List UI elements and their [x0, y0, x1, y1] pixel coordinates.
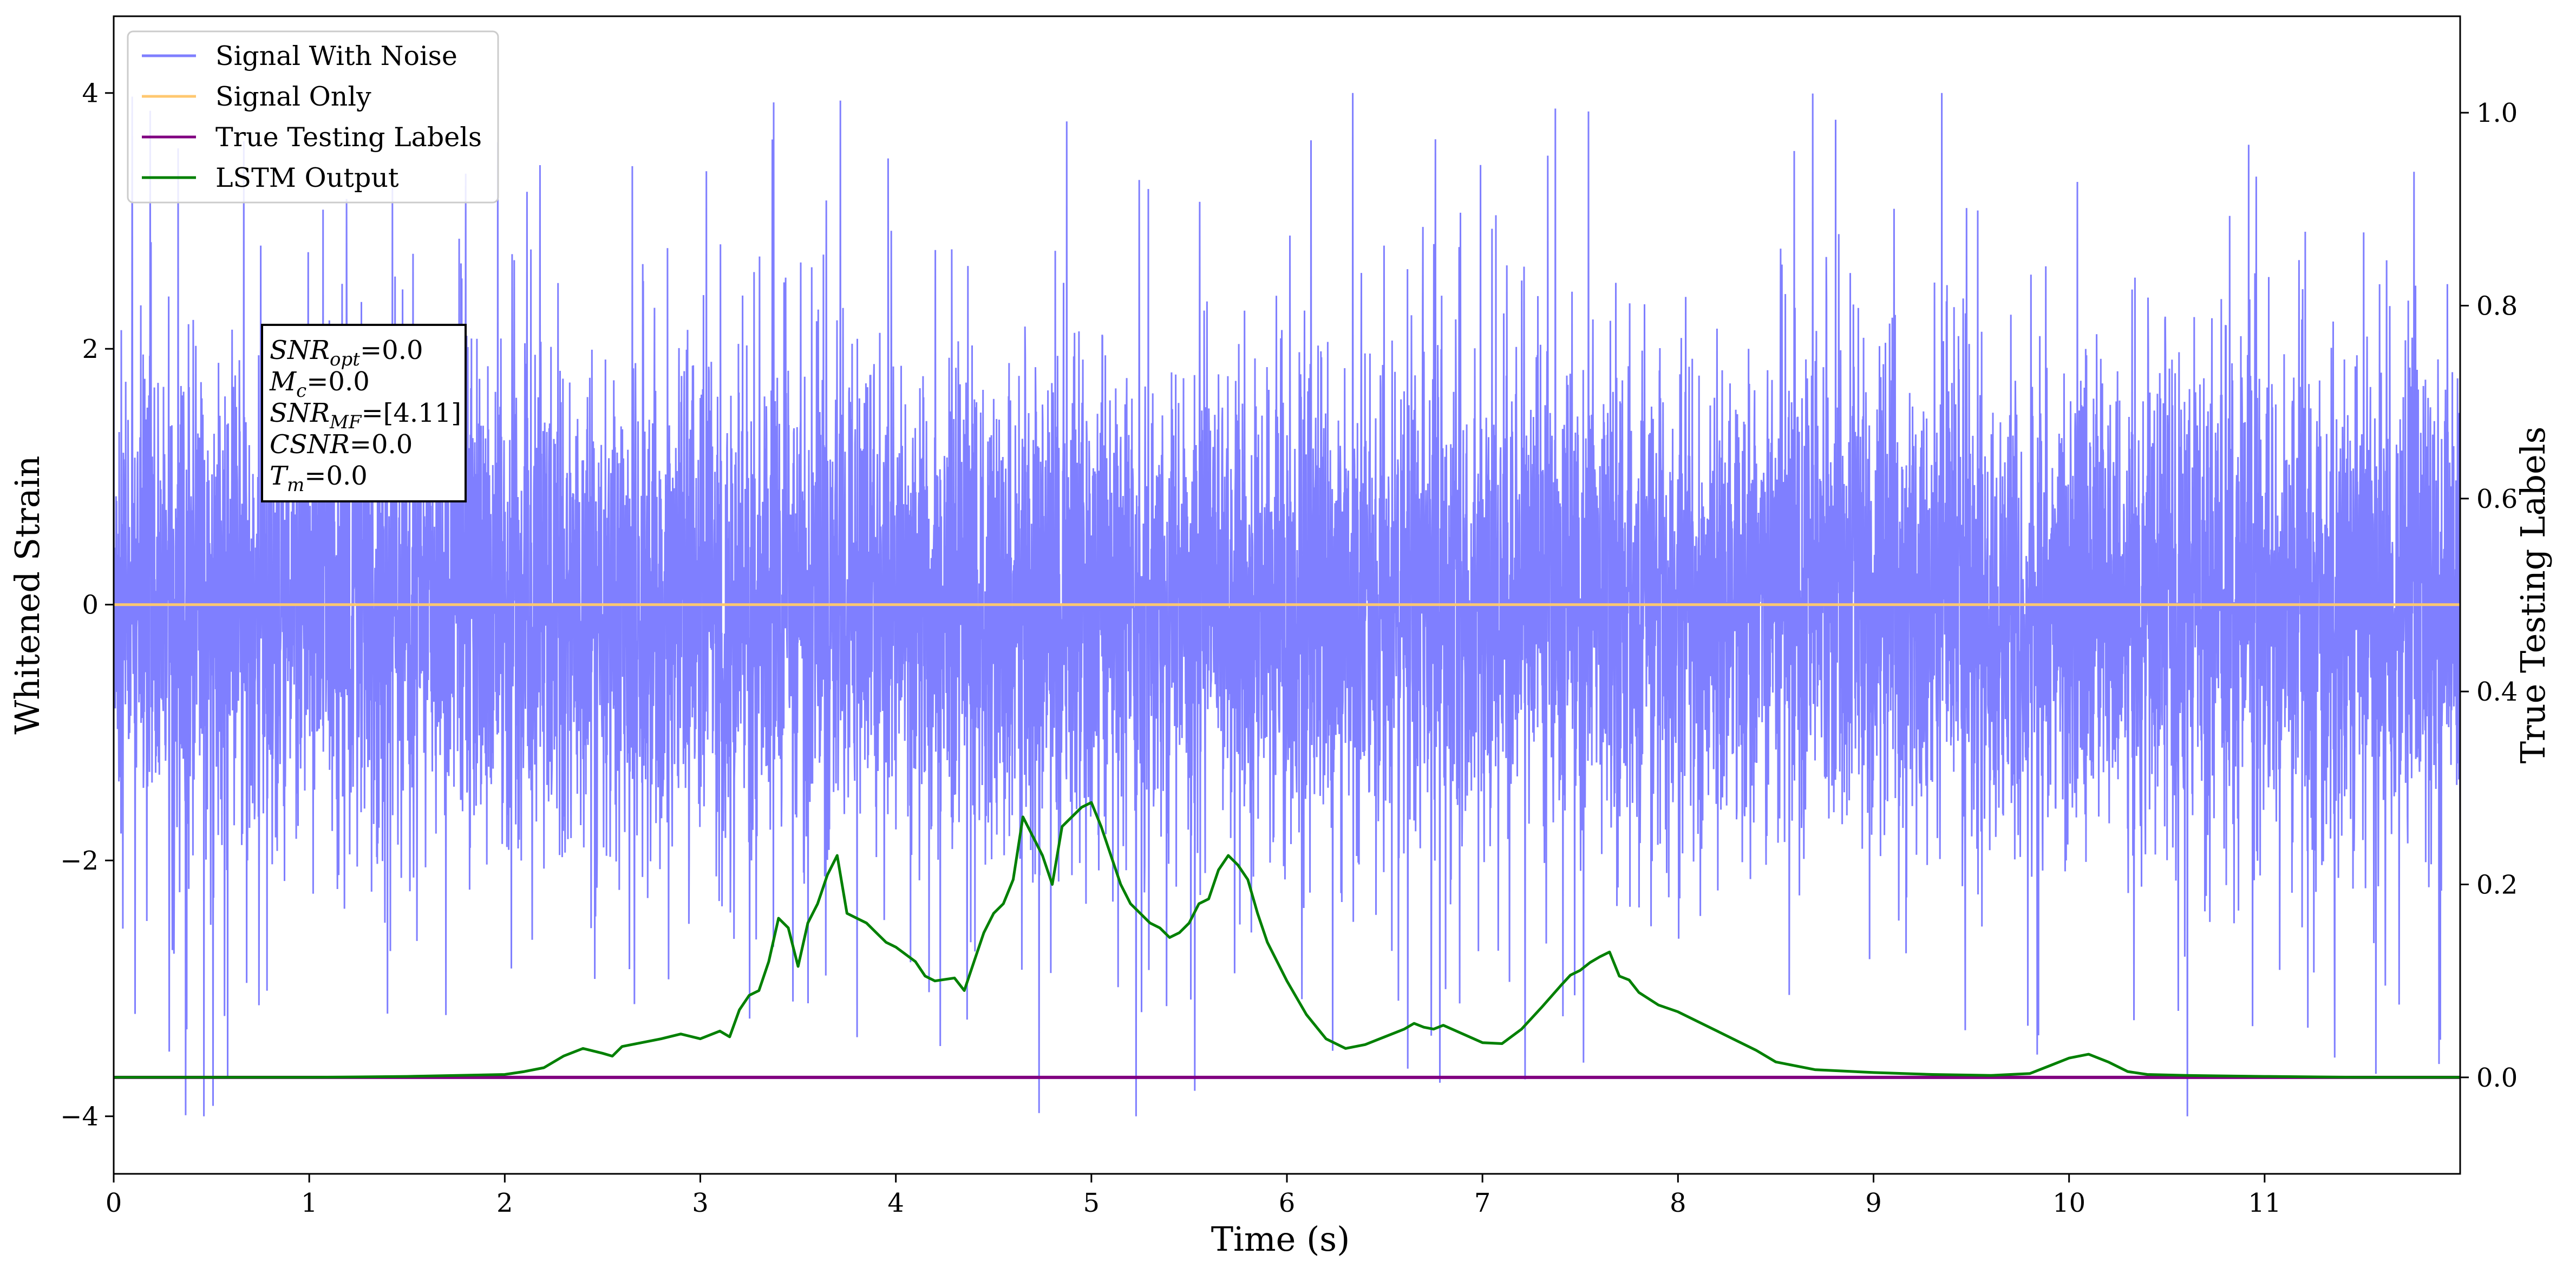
- x-tick-label: 0: [106, 1188, 122, 1218]
- y2-tick-label: 0.0: [2476, 1063, 2518, 1093]
- annotation-line-snr-opt: SNRopt=0.0: [270, 335, 423, 370]
- y-axis-label: Whitened Strain: [8, 456, 47, 735]
- x-tick-label: 1: [301, 1188, 318, 1218]
- x-tick-label: 2: [496, 1188, 513, 1218]
- annotation-box: [261, 324, 467, 502]
- legend-label-true-testing-labels: True Testing Labels: [215, 122, 482, 153]
- y2-axis-label: True Testing Labels: [2513, 427, 2553, 764]
- y2-tick-label: 0.2: [2476, 870, 2518, 900]
- x-tick-label: 8: [1670, 1188, 1686, 1218]
- series-lstm-output: [114, 801, 2460, 1079]
- metrics-annotation: SNRopt=0.0 Mc=0.0 SNRMF=[4.11] CSNR=0.0 …: [261, 324, 467, 502]
- x-tick-label: 10: [2052, 1188, 2085, 1218]
- legend-box: [127, 30, 499, 204]
- x-tick-label: 4: [887, 1188, 904, 1218]
- legend: Signal With Noise Signal Only True Testi…: [127, 30, 499, 204]
- y2-tick-label: 0.6: [2476, 484, 2518, 514]
- legend-label-lstm-output: LSTM Output: [215, 162, 399, 193]
- x-tick-label: 5: [1083, 1188, 1100, 1218]
- annotation-line-csnr: CSNR=0.0: [270, 429, 413, 460]
- y-tick-label: 2: [82, 334, 99, 364]
- x-tick-label: 9: [1865, 1188, 1882, 1218]
- y2-tick-label: 1.0: [2476, 98, 2518, 128]
- x-axis-ticks: 0 1 2 3 4 5 6 7 8 9 10 11: [106, 1174, 2281, 1218]
- series-layer: [114, 93, 2460, 1116]
- y-tick-label: −2: [60, 846, 99, 876]
- y2-axis-ticks: 0.0 0.2 0.4 0.6 0.8 1.0: [2460, 98, 2518, 1093]
- y-tick-label: −4: [60, 1102, 99, 1132]
- y-axis-ticks: −4 −2 0 2 4: [60, 79, 114, 1132]
- annotation-line-mc: Mc=0.0: [269, 367, 370, 402]
- legend-label-signal-only: Signal Only: [215, 81, 371, 112]
- legend-label-signal-with-noise: Signal With Noise: [215, 41, 457, 71]
- y2-tick-label: 0.4: [2476, 677, 2518, 707]
- x-tick-label: 3: [692, 1188, 709, 1218]
- y-tick-label: 0: [82, 590, 99, 620]
- x-tick-label: 7: [1474, 1188, 1491, 1218]
- annotation-line-snr-mf: SNRMF=[4.11]: [270, 398, 461, 433]
- x-axis-label: Time (s): [1211, 1219, 1350, 1259]
- x-tick-label: 6: [1279, 1188, 1296, 1218]
- x-tick-label: 11: [2248, 1188, 2281, 1218]
- annotation-line-tm: Tm=0.0: [270, 461, 368, 496]
- y2-tick-label: 0.8: [2476, 291, 2518, 322]
- y-tick-label: 4: [82, 79, 99, 109]
- series-signal-with-noise: [114, 93, 2460, 1116]
